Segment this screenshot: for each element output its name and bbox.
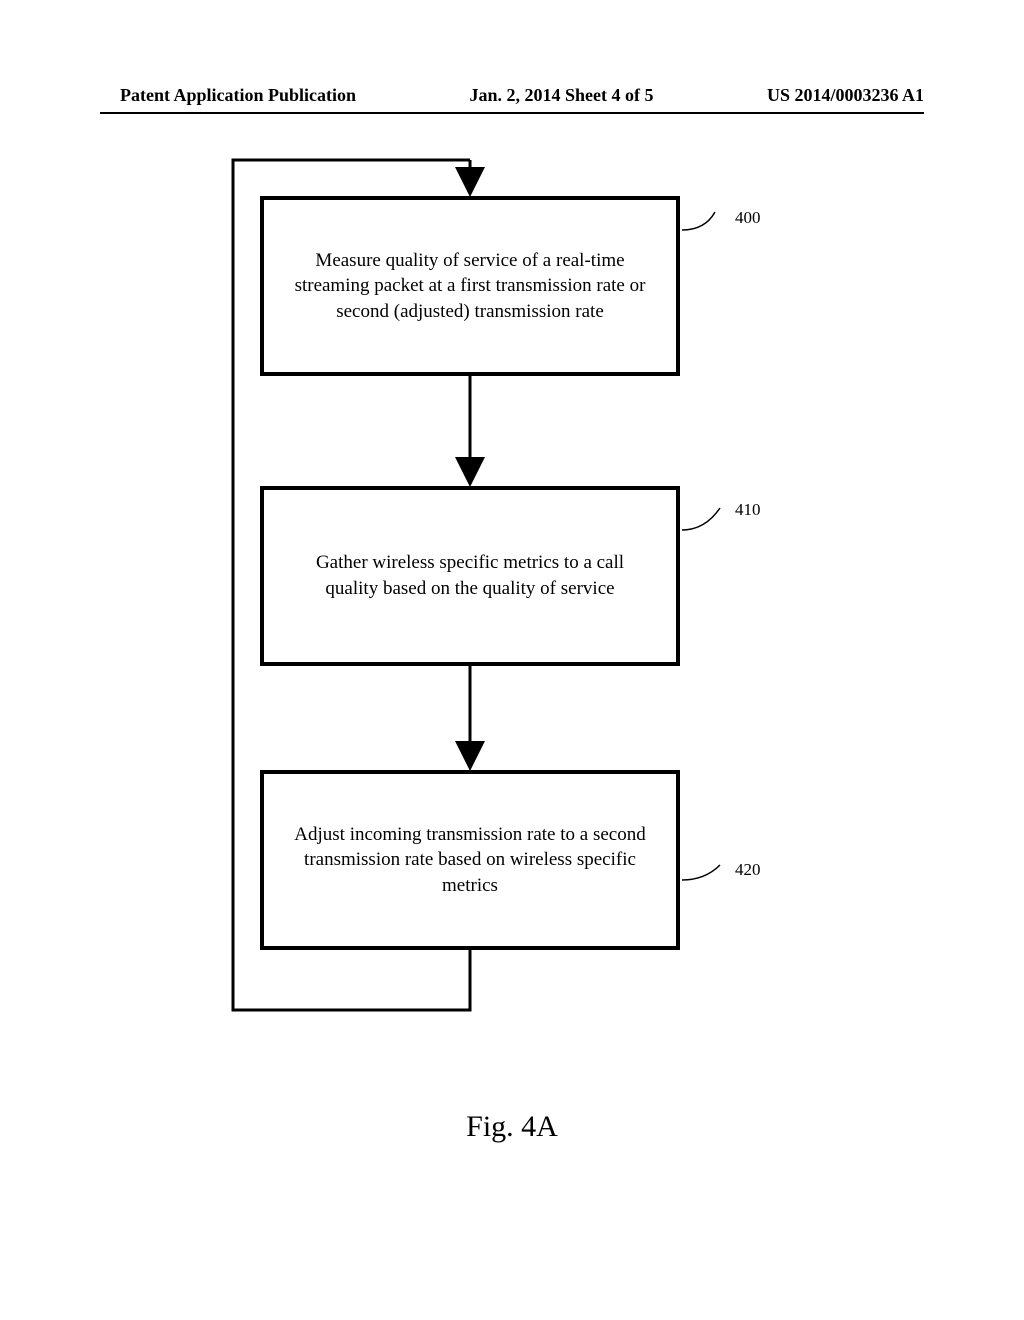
- node-text: Gather wireless specific metrics to a ca…: [294, 550, 646, 601]
- flowchart-node-400: Measure quality of service of a real-tim…: [260, 196, 680, 376]
- ref-label-420: 420: [735, 860, 761, 880]
- header-mid: Jan. 2, 2014 Sheet 4 of 5: [470, 85, 654, 106]
- header-left: Patent Application Publication: [120, 85, 356, 106]
- ref-label-410: 410: [735, 500, 761, 520]
- flowchart-node-410: Gather wireless specific metrics to a ca…: [260, 486, 680, 666]
- header-right: US 2014/0003236 A1: [767, 85, 924, 106]
- node-text: Adjust incoming transmission rate to a s…: [294, 822, 646, 899]
- figure-caption: Fig. 4A: [0, 1110, 1024, 1144]
- flowchart-diagram: Measure quality of service of a real-tim…: [215, 150, 775, 1020]
- header-rule: [100, 112, 924, 114]
- node-text: Measure quality of service of a real-tim…: [294, 248, 646, 325]
- page-header: Patent Application Publication Jan. 2, 2…: [0, 85, 1024, 106]
- flowchart-node-420: Adjust incoming transmission rate to a s…: [260, 770, 680, 950]
- ref-label-400: 400: [735, 208, 761, 228]
